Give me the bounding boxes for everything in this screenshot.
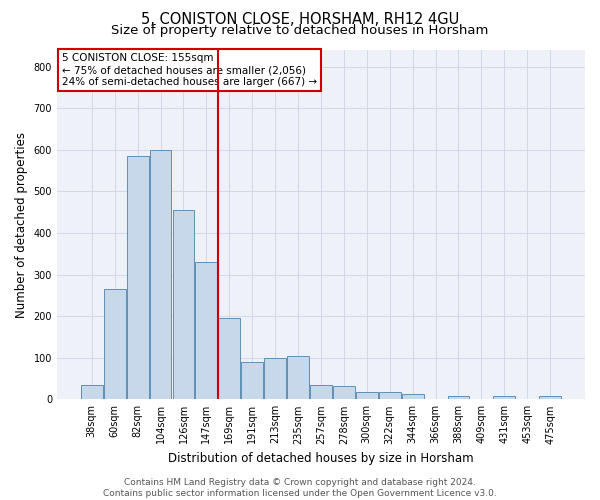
Text: Size of property relative to detached houses in Horsham: Size of property relative to detached ho…	[112, 24, 488, 37]
Bar	[356, 392, 377, 400]
Bar	[104, 289, 125, 400]
Bar	[218, 318, 240, 400]
Bar	[379, 392, 401, 400]
Bar	[127, 156, 149, 400]
Bar	[173, 210, 194, 400]
Text: 5 CONISTON CLOSE: 155sqm
← 75% of detached houses are smaller (2,056)
24% of sem: 5 CONISTON CLOSE: 155sqm ← 75% of detach…	[62, 54, 317, 86]
Bar	[81, 385, 103, 400]
Bar	[333, 386, 355, 400]
Bar	[149, 150, 172, 400]
Text: 5, CONISTON CLOSE, HORSHAM, RH12 4GU: 5, CONISTON CLOSE, HORSHAM, RH12 4GU	[141, 12, 459, 28]
Text: Contains HM Land Registry data © Crown copyright and database right 2024.
Contai: Contains HM Land Registry data © Crown c…	[103, 478, 497, 498]
Bar	[196, 262, 217, 400]
Y-axis label: Number of detached properties: Number of detached properties	[15, 132, 28, 318]
Bar	[287, 356, 309, 400]
Bar	[493, 396, 515, 400]
Bar	[539, 396, 561, 400]
Bar	[402, 394, 424, 400]
Bar	[448, 396, 469, 400]
Bar	[264, 358, 286, 400]
Bar	[310, 385, 332, 400]
X-axis label: Distribution of detached houses by size in Horsham: Distribution of detached houses by size …	[168, 452, 474, 465]
Bar	[241, 362, 263, 400]
